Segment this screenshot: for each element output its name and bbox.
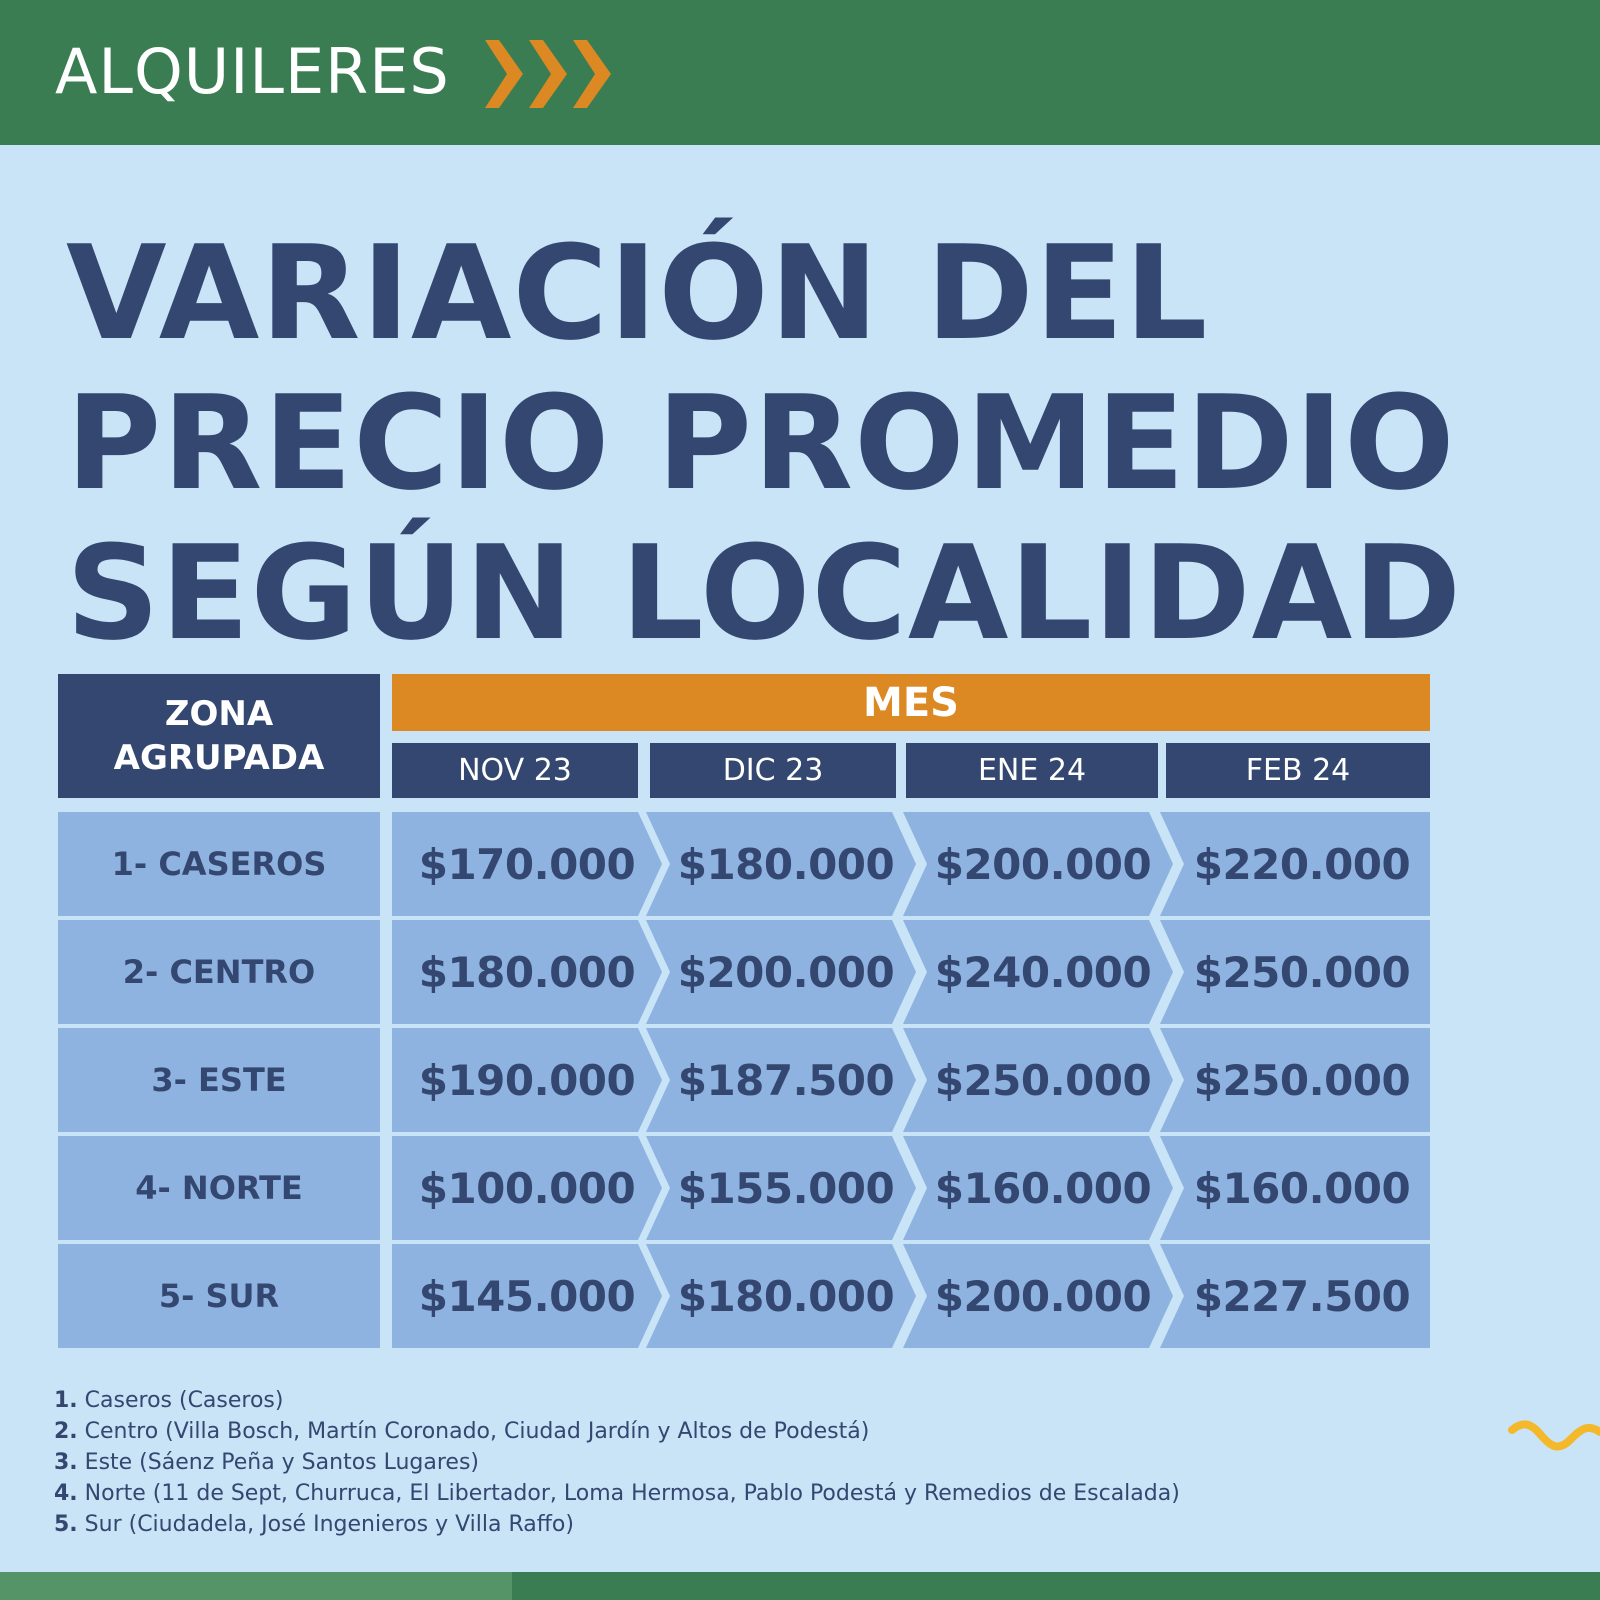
footnote-number: 5. xyxy=(54,1512,78,1537)
month-header-nov-23: NOV 23 xyxy=(392,743,638,798)
price-cell: $160.000 xyxy=(903,1136,1173,1240)
footnote-item: 5. Sur (Ciudadela, José Ingenieros y Vil… xyxy=(54,1509,1180,1540)
footnote-text: Sur (Ciudadela, José Ingenieros y Villa … xyxy=(77,1512,574,1537)
footnote-item: 1. Caseros (Caseros) xyxy=(54,1385,1180,1416)
footnote-number: 1. xyxy=(54,1388,78,1413)
price-cell: $180.000 xyxy=(646,1244,916,1348)
footnote-item: 4. Norte (11 de Sept, Churruca, El Liber… xyxy=(54,1478,1180,1509)
month-header-feb-24: FEB 24 xyxy=(1166,743,1430,798)
footnote-number: 3. xyxy=(54,1450,78,1475)
price-cell: $160.000 xyxy=(1160,1136,1430,1240)
footnotes-list: 1. Caseros (Caseros) 2. Centro (Villa Bo… xyxy=(54,1385,1180,1540)
footnote-text: Norte (11 de Sept, Churruca, El Libertad… xyxy=(77,1481,1180,1506)
title-line-2: PRECIO PROMEDIO xyxy=(66,367,1456,519)
price-cell: $250.000 xyxy=(1160,920,1430,1024)
zone-cell-caseros: 1- CASEROS xyxy=(58,812,380,916)
price-cell: $250.000 xyxy=(1160,1028,1430,1132)
price-cell: $180.000 xyxy=(392,920,662,1024)
footnote-item: 3. Este (Sáenz Peña y Santos Lugares) xyxy=(54,1447,1180,1478)
top-banner: ALQUILERES xyxy=(0,0,1600,145)
zone-cell-sur: 5- SUR xyxy=(58,1244,380,1348)
wave-decoration-icon xyxy=(1508,1420,1600,1451)
price-cell: $187.500 xyxy=(646,1028,916,1132)
month-header-dic-23: DIC 23 xyxy=(650,743,896,798)
zone-cell-norte: 4- NORTE xyxy=(58,1136,380,1240)
bottom-bar-right xyxy=(512,1572,1600,1600)
price-cell: $100.000 xyxy=(392,1136,662,1240)
zone-cell-este: 3- ESTE xyxy=(58,1028,380,1132)
price-cell: $180.000 xyxy=(646,812,916,916)
price-cell: $155.000 xyxy=(646,1136,916,1240)
footnote-text: Este (Sáenz Peña y Santos Lugares) xyxy=(77,1450,480,1475)
month-group-header: MES xyxy=(392,674,1430,731)
price-cell: $190.000 xyxy=(392,1028,662,1132)
price-cell: $227.500 xyxy=(1160,1244,1430,1348)
footnote-text: Centro (Villa Bosch, Martín Coronado, Ci… xyxy=(77,1419,870,1444)
price-cell: $145.000 xyxy=(392,1244,662,1348)
price-cell: $220.000 xyxy=(1160,812,1430,916)
page-title: VARIACIÓN DEL PRECIO PROMEDIO SEGÚN LOCA… xyxy=(66,218,1462,668)
price-cell: $200.000 xyxy=(646,920,916,1024)
price-cell: $240.000 xyxy=(903,920,1173,1024)
footnote-number: 2. xyxy=(54,1419,78,1444)
bottom-bar-left xyxy=(0,1572,512,1600)
triple-chevron-icon xyxy=(485,40,611,108)
footnote-text: Caseros (Caseros) xyxy=(77,1388,284,1413)
footnote-number: 4. xyxy=(54,1481,78,1506)
zone-column-header: ZONA AGRUPADA xyxy=(58,674,380,798)
price-cell: $170.000 xyxy=(392,812,662,916)
month-header-ene-24: ENE 24 xyxy=(906,743,1158,798)
title-line-1: VARIACIÓN DEL xyxy=(66,217,1209,369)
section-label: ALQUILERES xyxy=(55,35,450,108)
price-cell: $200.000 xyxy=(903,812,1173,916)
zone-cell-centro: 2- CENTRO xyxy=(58,920,380,1024)
footnote-item: 2. Centro (Villa Bosch, Martín Coronado,… xyxy=(54,1416,1180,1447)
title-line-3: SEGÚN LOCALIDAD xyxy=(66,517,1463,669)
price-cell: $200.000 xyxy=(903,1244,1173,1348)
price-cell: $250.000 xyxy=(903,1028,1173,1132)
